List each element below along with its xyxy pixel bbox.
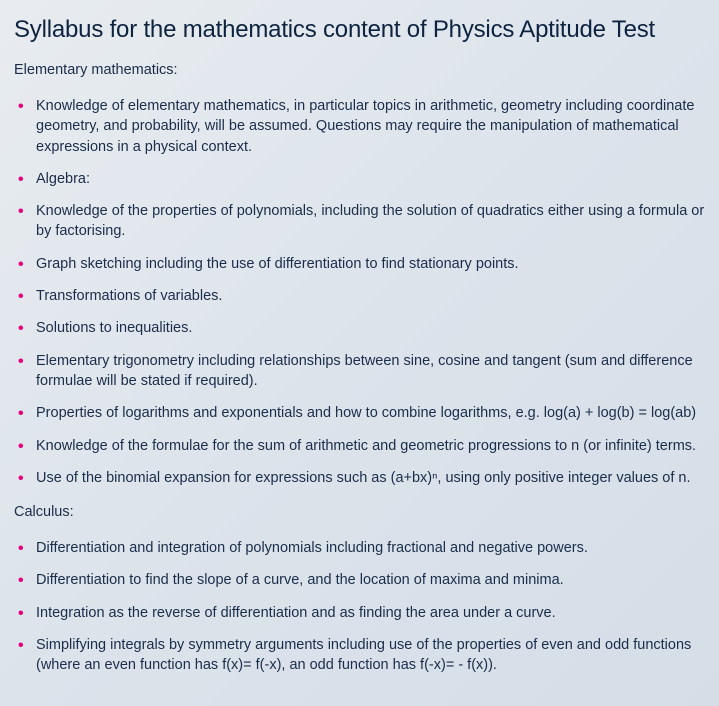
list-item: Integration as the reverse of differenti… — [14, 603, 705, 623]
list-item: Graph sketching including the use of dif… — [14, 254, 705, 274]
list-item: Simplifying integrals by symmetry argume… — [14, 635, 705, 676]
page-title: Syllabus for the mathematics content of … — [14, 16, 705, 44]
list-item: Solutions to inequalities. — [14, 318, 705, 338]
list-item: Differentiation and integration of polyn… — [14, 538, 705, 558]
section-elementary: Elementary mathematics: Knowledge of ele… — [14, 62, 705, 488]
list-item: Transformations of variables. — [14, 286, 705, 306]
list-item: Algebra: — [14, 169, 705, 189]
elementary-list: Knowledge of elementary mathematics, in … — [14, 96, 705, 488]
section-label-calculus: Calculus: — [14, 504, 705, 520]
section-label-elementary: Elementary mathematics: — [14, 62, 705, 78]
list-item: Properties of logarithms and exponential… — [14, 403, 705, 423]
list-item: Knowledge of the formulae for the sum of… — [14, 436, 705, 456]
list-item: Elementary trigonometry including relati… — [14, 351, 705, 392]
list-item: Use of the binomial expansion for expres… — [14, 468, 705, 488]
list-item: Knowledge of the properties of polynomia… — [14, 201, 705, 242]
list-item: Differentiation to find the slope of a c… — [14, 570, 705, 590]
list-item: Knowledge of elementary mathematics, in … — [14, 96, 705, 157]
calculus-list: Differentiation and integration of polyn… — [14, 538, 705, 675]
section-calculus: Calculus: Differentiation and integratio… — [14, 504, 705, 675]
